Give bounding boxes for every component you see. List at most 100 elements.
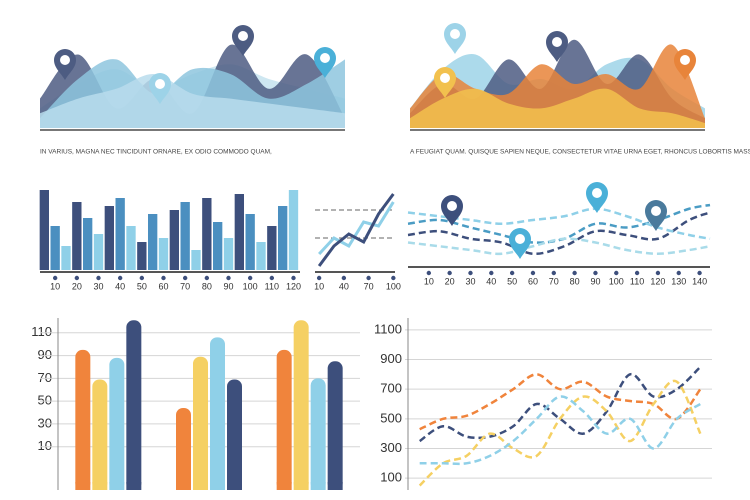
x-tick (52, 275, 58, 281)
x-tick-label: 40 (339, 281, 349, 291)
line (418, 379, 702, 487)
bar (109, 357, 125, 490)
bar (158, 238, 169, 270)
bar-base (327, 482, 343, 490)
bar (278, 206, 288, 270)
y-tick-label: 500 (380, 410, 402, 425)
bar (75, 349, 91, 490)
bar-base (75, 482, 91, 490)
x-tick-label: 40 (115, 281, 125, 291)
x-tick (182, 275, 188, 281)
x-tick (572, 270, 577, 276)
pin (645, 200, 667, 231)
x-tick-label: 10 (314, 281, 324, 291)
x-tick (391, 275, 396, 281)
x-tick-label: 130 (671, 276, 686, 286)
area (40, 74, 345, 128)
bar (245, 214, 255, 270)
line (418, 366, 702, 443)
x-tick (551, 270, 556, 276)
bar (169, 210, 179, 270)
bar (193, 356, 208, 490)
bar-base (193, 482, 208, 490)
x-tick-label: 20 (72, 281, 82, 291)
x-tick (489, 270, 494, 276)
x-tick (161, 275, 166, 281)
y-tick-label: 30 (38, 415, 52, 430)
bar (83, 218, 93, 270)
area (410, 88, 705, 128)
bar (137, 242, 147, 270)
line (407, 237, 711, 256)
x-tick-label: 140 (692, 276, 707, 286)
y-tick-label: 10 (38, 438, 52, 453)
bar (327, 361, 343, 490)
line (419, 395, 701, 466)
bar (210, 337, 225, 490)
y-tick-label: 90 (38, 347, 52, 362)
charts: IN VARIUS, MAGNA NEC TINCIDUNT ORNARE, E… (31, 39, 750, 490)
pin (586, 182, 608, 213)
x-tick (655, 270, 661, 276)
caption: A FEUGIAT QUAM. QUISQUE SAPIEN NEQUE, CO… (410, 149, 750, 156)
bar (72, 202, 82, 270)
x-tick (74, 275, 80, 281)
x-tick-label: 50 (507, 276, 517, 286)
x-tick-label: 100 (243, 281, 258, 291)
bar (126, 226, 136, 270)
x-tick (96, 275, 101, 281)
x-tick-label: 50 (137, 281, 147, 291)
y-tick-label: 1100 (374, 321, 402, 336)
x-tick-label: 30 (93, 281, 103, 291)
bar (104, 206, 114, 270)
bar (115, 198, 125, 270)
y-tick-label: 300 (380, 440, 402, 455)
bar (213, 222, 223, 270)
x-tick-label: 70 (549, 276, 559, 286)
x-tick-label: 120 (650, 276, 665, 286)
x-tick (697, 270, 702, 276)
bar (310, 378, 326, 490)
y-tick-label: 70 (38, 370, 52, 385)
line (317, 193, 395, 267)
bar (256, 242, 266, 270)
line (419, 373, 702, 431)
y-tick-label: 50 (38, 393, 52, 408)
bar-base (310, 482, 326, 490)
x-tick (226, 275, 231, 281)
y-tick-label: 900 (380, 351, 402, 366)
bar (93, 234, 104, 270)
y-tick-label: 110 (31, 324, 52, 339)
x-tick (509, 270, 515, 276)
bar (288, 190, 299, 270)
x-tick (117, 275, 123, 281)
x-tick (426, 270, 432, 276)
bar-base (293, 482, 309, 490)
bar (148, 214, 158, 270)
x-tick (366, 275, 371, 281)
x-tick (291, 275, 296, 281)
x-tick-label: 90 (590, 276, 600, 286)
bar-base (109, 482, 125, 490)
x-tick-label: 60 (528, 276, 538, 286)
x-tick-label: 40 (486, 276, 496, 286)
bar (276, 349, 292, 490)
bar (180, 202, 190, 270)
line (318, 201, 395, 256)
x-tick-label: 120 (286, 281, 301, 291)
bar (50, 226, 60, 270)
x-tick (139, 275, 145, 281)
x-tick (316, 275, 322, 281)
bar (293, 320, 309, 490)
x-tick-label: 10 (50, 281, 60, 291)
pin (509, 228, 531, 259)
x-tick (247, 275, 253, 281)
bar (267, 226, 277, 270)
bar (202, 198, 212, 270)
pin (444, 23, 466, 54)
bar (227, 379, 242, 490)
x-tick (676, 270, 681, 276)
bar (61, 246, 71, 270)
x-tick (468, 270, 473, 276)
